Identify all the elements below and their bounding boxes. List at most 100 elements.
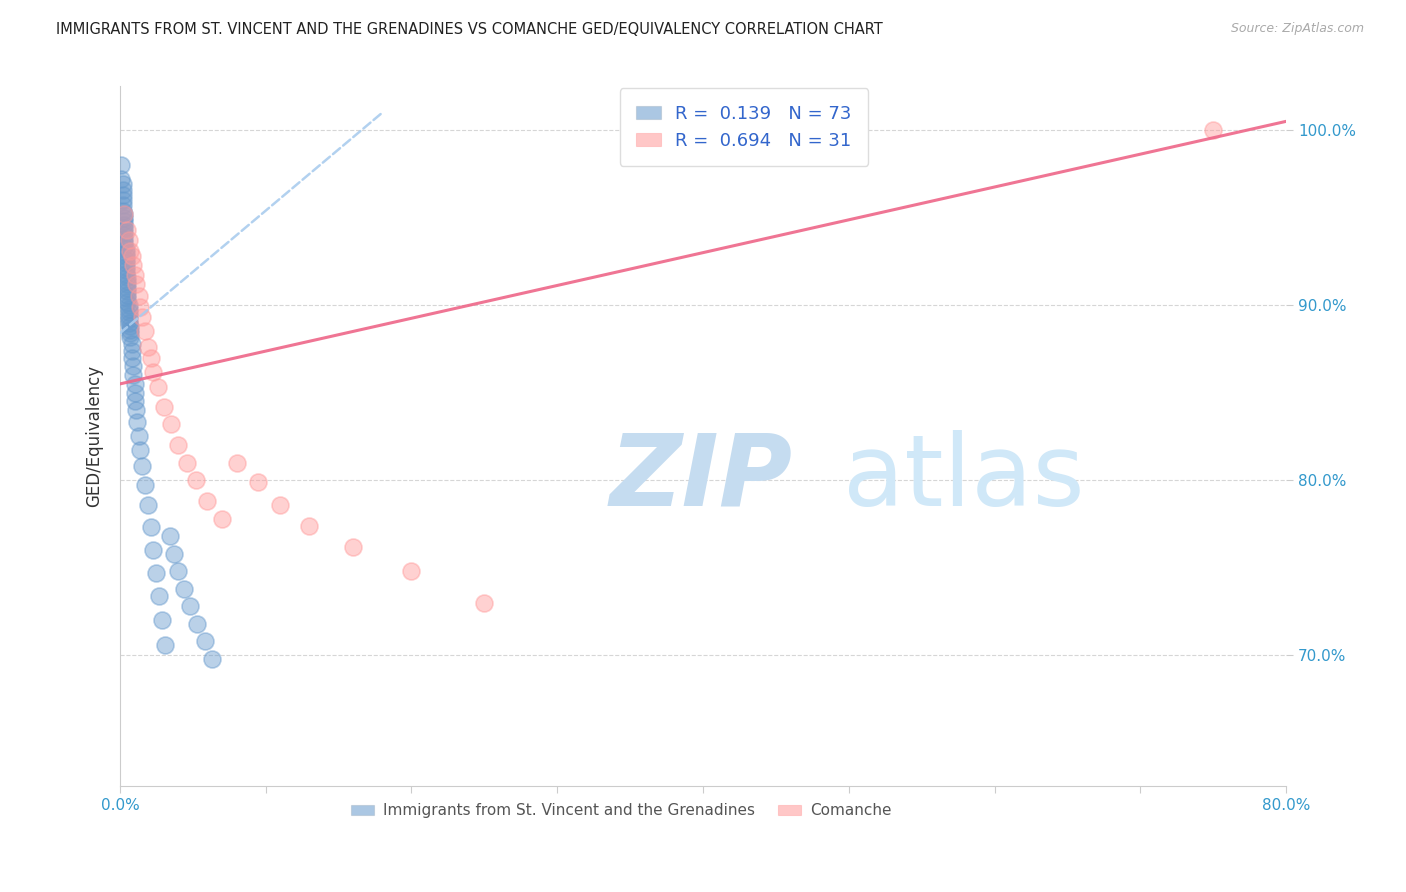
Point <box>176 456 198 470</box>
Point <box>139 351 162 365</box>
Point <box>121 351 143 365</box>
Point <box>120 329 142 343</box>
Point <box>111 203 134 218</box>
Point <box>121 249 143 263</box>
Point <box>225 456 247 470</box>
Point <box>153 638 176 652</box>
Point <box>114 267 136 281</box>
Point <box>298 518 321 533</box>
Point <box>167 438 190 452</box>
Point <box>125 277 148 292</box>
Point <box>112 218 135 232</box>
Point <box>163 547 186 561</box>
Point <box>139 520 162 534</box>
Point <box>117 270 139 285</box>
Point <box>110 158 132 172</box>
Point <box>129 300 152 314</box>
Point <box>118 305 141 319</box>
Point <box>110 172 132 186</box>
Point <box>159 529 181 543</box>
Point <box>152 400 174 414</box>
Point <box>112 211 135 225</box>
Point <box>142 543 165 558</box>
Point <box>112 238 135 252</box>
Point <box>131 310 153 325</box>
Point <box>122 368 145 383</box>
Point <box>117 291 139 305</box>
Point <box>112 207 135 221</box>
Point <box>167 564 190 578</box>
Point <box>112 225 135 239</box>
Point <box>128 289 150 303</box>
Y-axis label: GED/Equivalency: GED/Equivalency <box>86 366 103 508</box>
Point <box>114 256 136 270</box>
Point <box>127 416 149 430</box>
Point <box>120 326 142 340</box>
Point <box>120 319 142 334</box>
Point <box>111 193 134 207</box>
Point <box>1202 123 1225 137</box>
Point <box>142 365 165 379</box>
Point <box>111 183 134 197</box>
Point <box>111 178 134 192</box>
Point <box>173 582 195 596</box>
Point <box>179 599 201 614</box>
Point <box>120 323 142 337</box>
Point <box>186 616 208 631</box>
Point <box>129 443 152 458</box>
Text: atlas: atlas <box>844 430 1084 527</box>
Point <box>134 478 156 492</box>
Point <box>112 235 135 249</box>
Point <box>124 385 146 400</box>
Point <box>211 511 233 525</box>
Point <box>269 498 291 512</box>
Point <box>121 343 143 358</box>
Point <box>117 223 139 237</box>
Point <box>122 258 145 272</box>
Point <box>122 359 145 374</box>
Point <box>114 245 136 260</box>
Point <box>128 429 150 443</box>
Point <box>117 274 139 288</box>
Point <box>134 325 156 339</box>
Point <box>112 214 135 228</box>
Point <box>201 651 224 665</box>
Point <box>112 221 135 235</box>
Point <box>148 589 170 603</box>
Point <box>111 198 134 212</box>
Text: IMMIGRANTS FROM ST. VINCENT AND THE GRENADINES VS COMANCHE GED/EQUIVALENCY CORRE: IMMIGRANTS FROM ST. VINCENT AND THE GREN… <box>56 22 883 37</box>
Point <box>124 394 146 409</box>
Point <box>146 380 169 394</box>
Point <box>124 268 146 283</box>
Point <box>117 287 139 301</box>
Point <box>401 564 423 578</box>
Text: ZIP: ZIP <box>610 430 793 527</box>
Point <box>117 294 139 309</box>
Point <box>117 284 139 298</box>
Text: Source: ZipAtlas.com: Source: ZipAtlas.com <box>1230 22 1364 36</box>
Point <box>193 634 215 648</box>
Point <box>184 473 207 487</box>
Point <box>114 252 136 267</box>
Point <box>120 244 142 258</box>
Point <box>342 540 364 554</box>
Point <box>114 249 136 263</box>
Point <box>112 228 135 243</box>
Point <box>197 494 219 508</box>
Legend: Immigrants from St. Vincent and the Grenadines, Comanche: Immigrants from St. Vincent and the Gren… <box>344 797 898 824</box>
Point <box>118 316 141 330</box>
Point <box>111 187 134 202</box>
Point <box>114 242 136 256</box>
Point <box>125 403 148 417</box>
Point <box>472 596 495 610</box>
Point <box>114 260 136 274</box>
Point <box>114 263 136 277</box>
Point <box>112 232 135 246</box>
Point <box>117 280 139 294</box>
Point <box>118 298 141 312</box>
Point <box>136 498 159 512</box>
Point <box>117 277 139 292</box>
Point <box>118 312 141 326</box>
Point <box>121 336 143 351</box>
Point <box>124 376 146 391</box>
